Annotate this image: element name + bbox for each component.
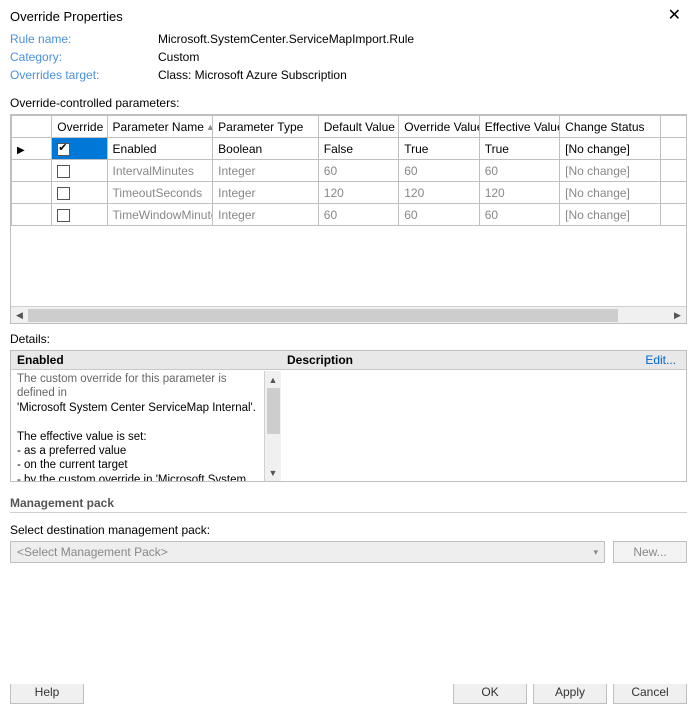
override-checkbox[interactable]: [57, 165, 70, 178]
change-status-cell: [No change]: [560, 204, 661, 226]
effective-value-cell: 120: [479, 182, 559, 204]
scroll-right-icon[interactable]: ▶: [669, 307, 686, 324]
new-management-pack-button[interactable]: New...: [613, 541, 687, 563]
override-checkbox[interactable]: [57, 187, 70, 200]
window-title: Override Properties: [10, 9, 123, 24]
change-status-cell: [No change]: [560, 160, 661, 182]
extra-cell: [660, 138, 687, 160]
details-line: 'Microsoft System Center ServiceMap Inte…: [17, 401, 261, 415]
grid-header-paramname[interactable]: Parameter Name▲: [107, 116, 213, 138]
grid-header-rowselector[interactable]: [12, 116, 52, 138]
cancel-button[interactable]: Cancel: [613, 684, 687, 704]
rule-name-value: Microsoft.SystemCenter.ServiceMapImport.…: [158, 32, 414, 46]
details-line: - on the current target: [17, 458, 261, 472]
parameters-grid[interactable]: Override Parameter Name▲ Parameter Type …: [10, 114, 687, 324]
override-checkbox-cell[interactable]: [52, 138, 107, 160]
extra-cell: [660, 182, 687, 204]
current-row-indicator-icon: ▶: [17, 145, 25, 156]
apply-button[interactable]: Apply: [533, 684, 607, 704]
row-header[interactable]: ▶: [12, 138, 52, 160]
scroll-left-icon[interactable]: ◀: [11, 307, 28, 324]
param-name-cell: Enabled: [107, 138, 213, 160]
details-line: The custom override for this parameter i…: [17, 372, 261, 401]
override-checkbox-cell[interactable]: [52, 182, 107, 204]
table-row[interactable]: ▶EnabledBooleanFalseTrueTrue[No change]: [12, 138, 688, 160]
parameters-label: Override-controlled parameters:: [0, 86, 697, 114]
description-body: [281, 370, 686, 481]
param-name-cell: TimeWindowMinutes: [107, 204, 213, 226]
row-header[interactable]: [12, 204, 52, 226]
override-checkbox-cell[interactable]: [52, 160, 107, 182]
edit-link[interactable]: Edit...: [645, 353, 680, 367]
details-line: [17, 415, 261, 429]
management-pack-prompt: Select destination management pack:: [10, 523, 687, 537]
details-body: The custom override for this parameter i…: [11, 370, 281, 481]
row-header[interactable]: [12, 182, 52, 204]
category-value: Custom: [158, 50, 199, 64]
horizontal-scrollbar[interactable]: ◀ ▶: [11, 306, 686, 323]
category-label: Category:: [10, 50, 158, 64]
header-info: Rule name: Microsoft.SystemCenter.Servic…: [0, 28, 697, 82]
effective-value-cell: 60: [479, 160, 559, 182]
grid-header-effective[interactable]: Effective Value: [479, 116, 559, 138]
details-line: - as a preferred value: [17, 444, 261, 458]
override-value-cell[interactable]: 120: [399, 182, 479, 204]
table-row[interactable]: TimeWindowMinutesInteger606060[No change…: [12, 204, 688, 226]
override-value-cell[interactable]: 60: [399, 204, 479, 226]
row-header[interactable]: [12, 160, 52, 182]
grid-header-row: Override Parameter Name▲ Parameter Type …: [12, 116, 688, 138]
extra-cell: [660, 204, 687, 226]
scroll-up-icon[interactable]: ▲: [265, 371, 281, 388]
param-type-cell: Boolean: [213, 138, 319, 160]
details-left-title: Enabled: [17, 353, 64, 367]
effective-value-cell: True: [479, 138, 559, 160]
grid-header-change[interactable]: Change Status: [560, 116, 661, 138]
param-type-cell: Integer: [213, 182, 319, 204]
override-checkbox[interactable]: [57, 143, 70, 156]
grid-header-override[interactable]: Override: [52, 116, 107, 138]
table-row[interactable]: TimeoutSecondsInteger120120120[No change…: [12, 182, 688, 204]
override-checkbox-cell[interactable]: [52, 204, 107, 226]
rule-name-label: Rule name:: [10, 32, 158, 46]
details-panel: Enabled The custom override for this par…: [10, 350, 687, 482]
param-type-cell: Integer: [213, 204, 319, 226]
management-pack-title: Management pack: [10, 496, 687, 513]
sort-asc-icon: ▲: [206, 122, 213, 132]
scroll-thumb[interactable]: [28, 309, 618, 322]
param-name-cell: TimeoutSeconds: [107, 182, 213, 204]
default-value-cell: 60: [318, 160, 398, 182]
default-value-cell: False: [318, 138, 398, 160]
management-pack-select[interactable]: <Select Management Pack> ▾: [10, 541, 605, 563]
default-value-cell: 60: [318, 204, 398, 226]
grid-header-default[interactable]: Default Value: [318, 116, 398, 138]
management-pack-select-value: <Select Management Pack>: [17, 545, 168, 559]
override-value-cell[interactable]: 60: [399, 160, 479, 182]
change-status-cell: [No change]: [560, 182, 661, 204]
grid-header-extra[interactable]: [660, 116, 687, 138]
vertical-scrollbar[interactable]: ▲ ▼: [264, 371, 281, 481]
details-label: Details:: [0, 324, 697, 350]
override-value-cell[interactable]: True: [399, 138, 479, 160]
param-name-cell: IntervalMinutes: [107, 160, 213, 182]
vscroll-thumb[interactable]: [267, 388, 280, 434]
scroll-down-icon[interactable]: ▼: [265, 464, 281, 481]
override-checkbox[interactable]: [57, 209, 70, 222]
extra-cell: [660, 160, 687, 182]
change-status-cell: [No change]: [560, 138, 661, 160]
details-line: The effective value is set:: [17, 430, 261, 444]
default-value-cell: 120: [318, 182, 398, 204]
chevron-down-icon: ▾: [593, 547, 598, 558]
param-type-cell: Integer: [213, 160, 319, 182]
overrides-target-label: Overrides target:: [10, 68, 158, 82]
overrides-target-value: Class: Microsoft Azure Subscription: [158, 68, 347, 82]
table-row[interactable]: IntervalMinutesInteger606060[No change]: [12, 160, 688, 182]
ok-button[interactable]: OK: [453, 684, 527, 704]
grid-header-paramtype[interactable]: Parameter Type: [213, 116, 319, 138]
details-right-title: Description: [287, 353, 353, 367]
details-line: - by the custom override in 'Microsoft S…: [17, 473, 261, 481]
effective-value-cell: 60: [479, 204, 559, 226]
help-button[interactable]: Help: [10, 684, 84, 704]
close-icon[interactable]: ✕: [664, 8, 685, 24]
grid-header-override-value[interactable]: Override Value: [399, 116, 479, 138]
